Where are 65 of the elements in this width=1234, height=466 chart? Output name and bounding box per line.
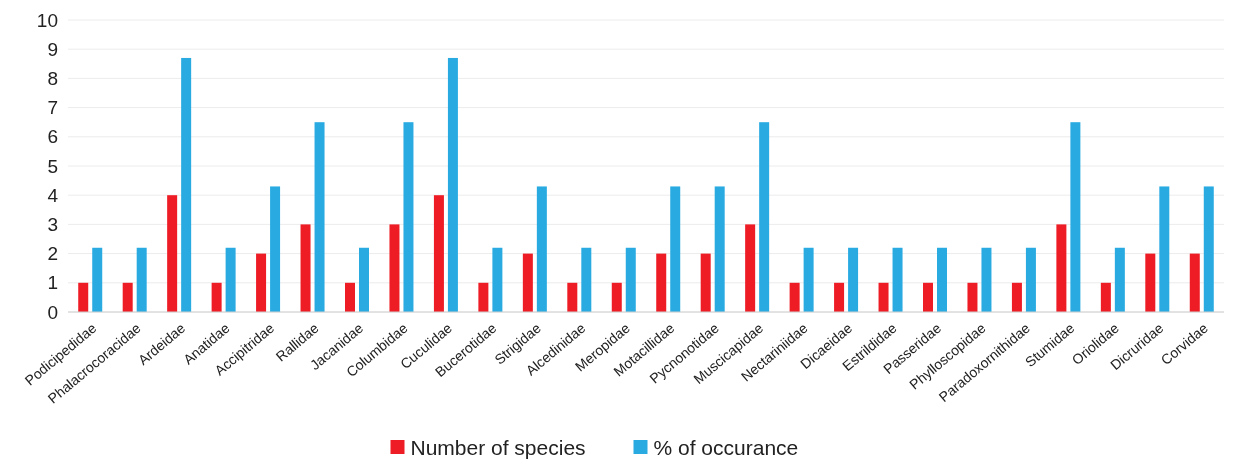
bar — [359, 247, 369, 312]
bar — [1145, 253, 1156, 312]
bar — [803, 247, 814, 312]
bar — [433, 195, 444, 312]
y-tick-label: 5 — [47, 155, 58, 177]
bar — [1070, 122, 1081, 312]
bar — [656, 253, 667, 312]
bar — [211, 282, 222, 312]
bar — [122, 282, 133, 312]
bar — [522, 253, 533, 312]
bar — [1100, 282, 1111, 312]
y-tick-label: 1 — [47, 272, 58, 294]
bar — [1159, 186, 1170, 312]
bar — [225, 247, 236, 312]
bar — [92, 247, 103, 312]
bar — [937, 247, 947, 312]
y-tick-label: 10 — [36, 9, 58, 31]
bar — [389, 224, 400, 312]
y-tick-label: 8 — [47, 68, 58, 90]
bar — [759, 122, 770, 312]
y-tick-label: 4 — [47, 184, 59, 206]
bar — [447, 57, 458, 312]
bar — [1025, 247, 1036, 312]
bar — [834, 282, 845, 312]
bar — [625, 247, 636, 312]
bar — [714, 186, 725, 312]
bar — [167, 195, 178, 312]
bar — [492, 247, 503, 312]
bar — [892, 247, 903, 312]
bar — [1114, 247, 1125, 312]
bar — [270, 186, 281, 312]
bar — [848, 247, 859, 312]
bar — [345, 282, 355, 312]
bar — [403, 122, 414, 312]
bar — [536, 186, 547, 312]
bar — [745, 224, 756, 312]
bar — [181, 57, 192, 312]
y-tick-label: 2 — [47, 243, 58, 265]
bar — [1203, 186, 1214, 312]
bar — [1056, 224, 1067, 312]
y-tick-label: 3 — [47, 214, 58, 236]
bar — [136, 247, 147, 312]
bar — [611, 282, 622, 312]
bar — [256, 253, 267, 312]
bar — [581, 247, 592, 312]
y-tick-label: 6 — [47, 126, 58, 148]
bar — [878, 282, 889, 312]
bar — [1011, 282, 1022, 312]
y-tick-label: 0 — [47, 301, 58, 323]
bar — [981, 247, 992, 312]
legend-label: Number of species — [410, 436, 586, 460]
bar — [314, 122, 325, 312]
y-tick-label: 9 — [47, 38, 58, 60]
bar — [923, 282, 933, 312]
bar — [967, 282, 978, 312]
y-tick-label: 7 — [47, 97, 58, 119]
legend-label: % of occurance — [653, 436, 799, 460]
bar — [300, 224, 311, 312]
bar — [670, 186, 681, 312]
bar — [1189, 253, 1200, 312]
bar — [78, 282, 89, 312]
bar — [700, 253, 711, 312]
bar — [789, 282, 800, 312]
bar — [478, 282, 489, 312]
bar — [567, 282, 578, 312]
